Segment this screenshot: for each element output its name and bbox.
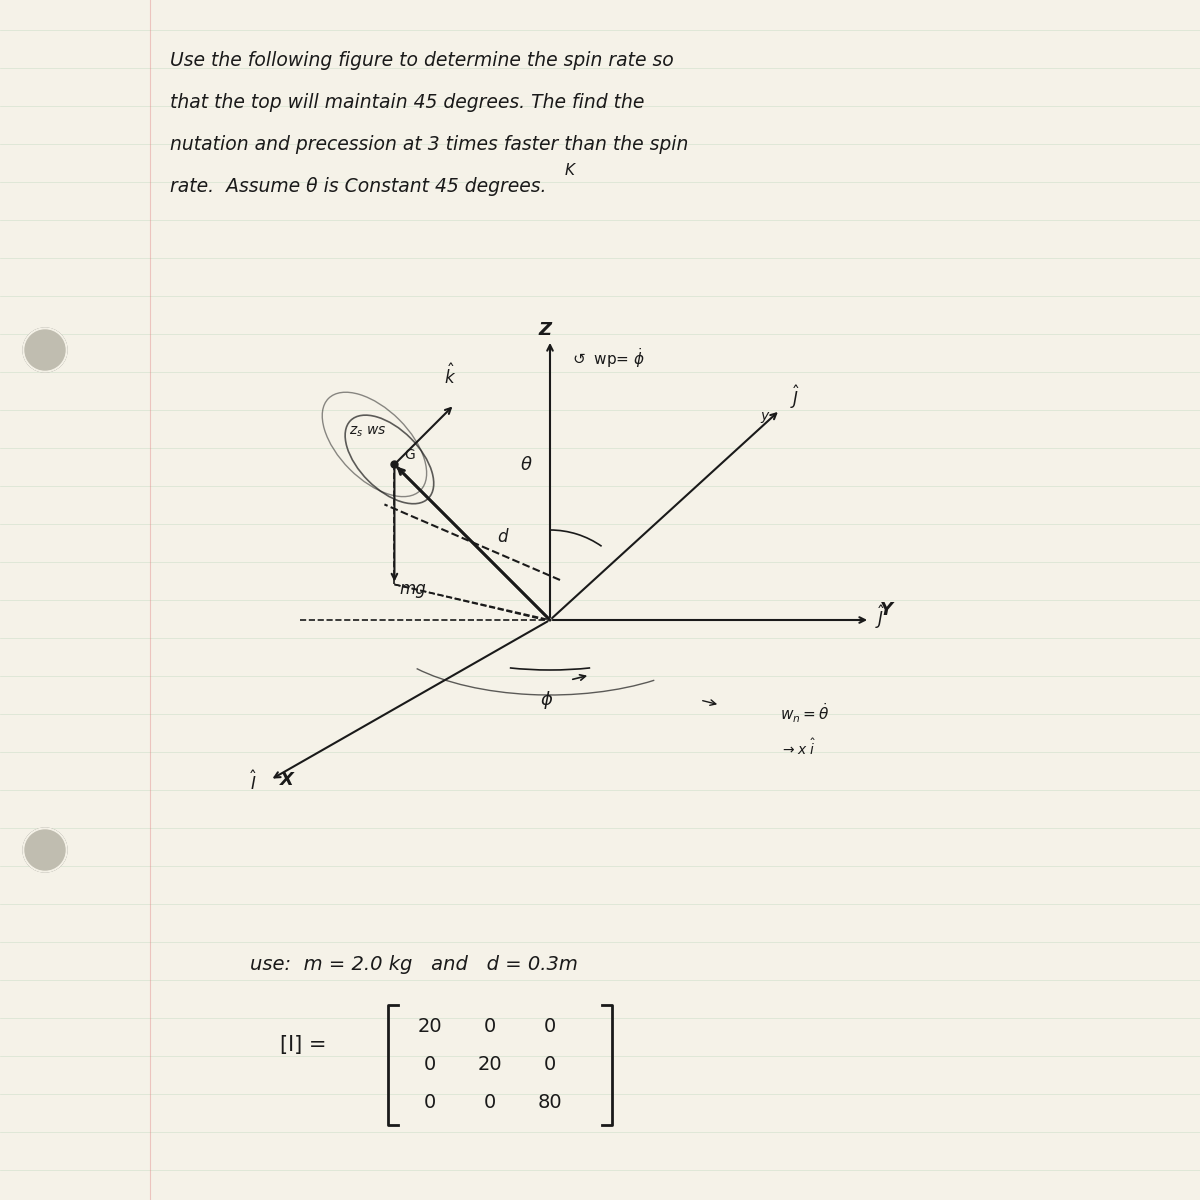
Text: 0: 0 <box>544 1056 556 1074</box>
Text: $\hat{J}$: $\hat{J}$ <box>875 604 886 631</box>
Text: $\phi$: $\phi$ <box>540 689 553 710</box>
Text: Use the following figure to determine the spin rate so: Use the following figure to determine th… <box>170 50 673 70</box>
Text: that the top will maintain 45 degrees. The find the: that the top will maintain 45 degrees. T… <box>170 92 644 112</box>
Text: $\rightarrow x\ \hat{i}$: $\rightarrow x\ \hat{i}$ <box>780 738 816 758</box>
Text: y: y <box>760 409 768 422</box>
Text: mg: mg <box>400 581 426 599</box>
Circle shape <box>23 328 67 372</box>
Text: X: X <box>280 770 294 790</box>
Text: $\circlearrowleft$ wp= $\dot{\phi}$: $\circlearrowleft$ wp= $\dot{\phi}$ <box>570 346 644 370</box>
Text: 80: 80 <box>538 1093 563 1112</box>
Circle shape <box>25 830 65 870</box>
Text: 0: 0 <box>484 1018 496 1037</box>
Text: 20: 20 <box>418 1018 443 1037</box>
Text: nutation and precession at 3 times faster than the spin: nutation and precession at 3 times faste… <box>170 134 689 154</box>
Text: $w_n = \dot{\theta}$: $w_n = \dot{\theta}$ <box>780 701 829 725</box>
Circle shape <box>23 828 67 872</box>
Text: d: d <box>497 528 508 546</box>
Text: 0: 0 <box>424 1056 436 1074</box>
Text: [I] =: [I] = <box>280 1034 326 1055</box>
Text: $\hat{I}$: $\hat{I}$ <box>250 770 258 794</box>
Text: $\theta$: $\theta$ <box>520 456 533 474</box>
Text: G: G <box>404 449 415 462</box>
Text: 0: 0 <box>424 1093 436 1112</box>
Text: $\hat{J}$: $\hat{J}$ <box>790 384 800 410</box>
Text: $z_s$ ws: $z_s$ ws <box>349 425 386 439</box>
Text: K: K <box>565 163 575 178</box>
Text: Y: Y <box>880 601 893 619</box>
Text: rate.  Assume θ is Constant 45 degrees.: rate. Assume θ is Constant 45 degrees. <box>170 176 546 196</box>
Text: 20: 20 <box>478 1056 503 1074</box>
Text: use:  m = 2.0 kg   and   d = 0.3m: use: m = 2.0 kg and d = 0.3m <box>250 955 578 974</box>
Text: 0: 0 <box>544 1018 556 1037</box>
Text: 0: 0 <box>484 1093 496 1112</box>
Circle shape <box>25 330 65 370</box>
Circle shape <box>23 828 67 872</box>
Text: Z: Z <box>538 320 551 338</box>
Text: $\hat{k}$: $\hat{k}$ <box>444 364 457 389</box>
Circle shape <box>23 328 67 372</box>
